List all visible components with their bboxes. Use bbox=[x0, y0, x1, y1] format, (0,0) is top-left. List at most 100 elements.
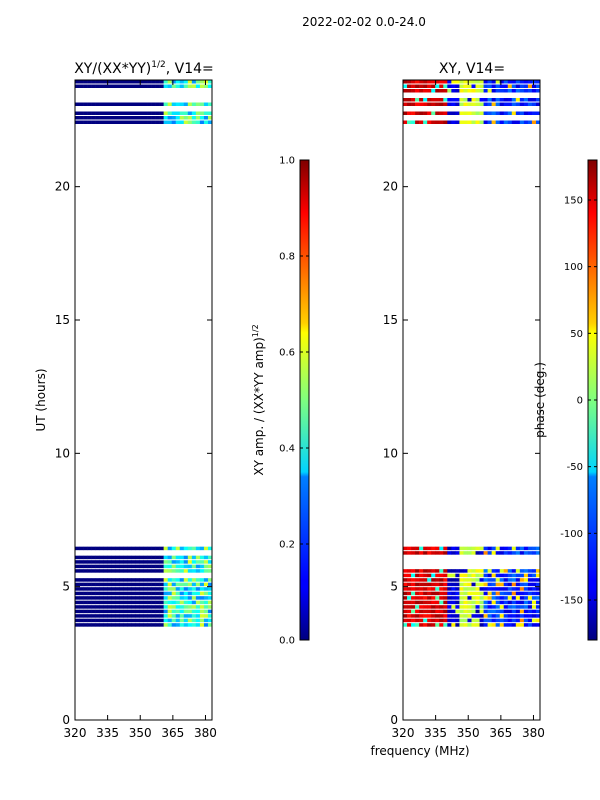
heatmap-cell bbox=[95, 116, 100, 120]
heatmap-cell bbox=[455, 551, 460, 555]
heatmap-cell bbox=[131, 618, 136, 623]
heatmap-cell bbox=[79, 614, 84, 618]
heatmap-cell bbox=[443, 596, 448, 600]
heatmap-cell bbox=[119, 605, 124, 609]
heatmap-cell bbox=[455, 605, 460, 609]
heatmap-cell bbox=[83, 596, 88, 600]
heatmap-cell bbox=[471, 591, 476, 596]
heatmap-cell bbox=[495, 623, 501, 627]
heatmap-cell bbox=[167, 587, 173, 591]
heatmap-cell bbox=[527, 111, 533, 115]
heatmap-cell bbox=[523, 623, 529, 627]
heatmap-cell bbox=[423, 546, 428, 551]
heatmap-cell bbox=[195, 578, 201, 582]
heatmap-cell bbox=[203, 84, 209, 88]
heatmap-cell bbox=[199, 618, 205, 623]
heatmap-cell bbox=[451, 111, 456, 115]
heatmap-cell bbox=[83, 560, 88, 564]
heatmap-cell bbox=[455, 578, 460, 582]
heatmap-cell bbox=[527, 120, 533, 124]
heatmap-cell bbox=[139, 605, 144, 609]
heatmap-cell bbox=[407, 120, 412, 124]
heatmap-cell bbox=[203, 102, 209, 106]
heatmap-cell bbox=[87, 582, 92, 587]
heatmap-cell bbox=[515, 573, 521, 578]
heatmap-cell bbox=[407, 111, 412, 115]
heatmap-cell bbox=[519, 546, 525, 551]
heatmap-cell bbox=[111, 609, 116, 614]
heatmap-cell bbox=[499, 609, 505, 614]
heatmap-cell bbox=[111, 560, 116, 564]
heatmap-cell bbox=[415, 84, 420, 88]
amplitude-colorbar: 0.00.20.40.60.81.0 XY amp. / (XX*YY amp)… bbox=[251, 156, 310, 647]
heatmap-cell bbox=[135, 116, 140, 120]
heatmap-cell bbox=[95, 564, 100, 569]
heatmap-cell bbox=[191, 582, 197, 587]
heatmap-cell bbox=[99, 116, 104, 120]
heatmap-cell bbox=[99, 596, 104, 600]
heatmap-cell bbox=[151, 555, 156, 560]
heatmap-cell bbox=[439, 84, 444, 88]
heatmap-cell bbox=[415, 605, 420, 609]
heatmap-cell bbox=[463, 84, 468, 88]
heatmap-cell bbox=[419, 551, 424, 555]
heatmap-cell bbox=[139, 582, 144, 587]
heatmap-cell bbox=[431, 111, 436, 115]
heatmap-cell bbox=[403, 102, 408, 106]
heatmap-cell bbox=[195, 609, 201, 614]
heatmap-cell bbox=[423, 591, 428, 596]
heatmap-cell bbox=[171, 600, 177, 605]
heatmap-cell bbox=[507, 578, 513, 582]
heatmap-cell bbox=[195, 623, 201, 627]
heatmap-cell bbox=[411, 120, 416, 124]
heatmap-cell bbox=[183, 546, 189, 551]
heatmap-cell bbox=[479, 591, 484, 596]
heatmap-cell bbox=[191, 605, 197, 609]
heatmap-cell bbox=[95, 600, 100, 605]
heatmap-cell bbox=[75, 587, 80, 591]
heatmap-cell bbox=[119, 102, 124, 106]
heatmap-cell bbox=[443, 605, 448, 609]
heatmap-cell bbox=[419, 591, 424, 596]
heatmap-cell bbox=[431, 80, 436, 84]
heatmap-cell bbox=[467, 84, 472, 88]
heatmap-cell bbox=[143, 614, 148, 618]
heatmap-cell bbox=[503, 569, 509, 573]
heatmap-cell bbox=[91, 618, 96, 623]
heatmap-cell bbox=[531, 546, 537, 551]
heatmap-cell bbox=[123, 116, 128, 120]
heatmap-cell bbox=[103, 623, 108, 627]
heatmap-cell bbox=[163, 614, 168, 618]
heatmap-cell bbox=[447, 102, 452, 106]
heatmap-cell bbox=[483, 618, 488, 623]
heatmap-cell bbox=[403, 591, 408, 596]
heatmap-cell bbox=[99, 582, 104, 587]
heatmap-cell bbox=[515, 102, 521, 106]
heatmap-cell bbox=[503, 582, 509, 587]
heatmap-cell bbox=[427, 582, 432, 587]
heatmap-cell bbox=[103, 614, 108, 618]
heatmap-cell bbox=[123, 84, 128, 88]
heatmap-cell bbox=[443, 546, 448, 551]
heatmap-cell bbox=[123, 605, 128, 609]
heatmap-cell bbox=[531, 578, 537, 582]
heatmap-cell bbox=[191, 560, 197, 564]
heatmap-cell bbox=[203, 555, 209, 560]
heatmap-cell bbox=[91, 111, 96, 115]
heatmap-cell bbox=[479, 600, 484, 605]
heatmap-cell bbox=[199, 578, 205, 582]
heatmap-cell bbox=[487, 84, 492, 88]
heatmap-cell bbox=[119, 564, 124, 569]
heatmap-cell bbox=[447, 80, 452, 84]
heatmap-cell bbox=[131, 614, 136, 618]
heatmap-cell bbox=[423, 89, 428, 93]
heatmap-cell bbox=[503, 578, 509, 582]
heatmap-cell bbox=[143, 111, 148, 115]
heatmap-cell bbox=[123, 600, 128, 605]
heatmap-cell bbox=[195, 84, 201, 88]
heatmap-cell bbox=[523, 120, 529, 124]
heatmap-cell bbox=[467, 111, 472, 115]
heatmap-cell bbox=[119, 614, 124, 618]
amplitude-colorbar-label: XY amp. / (XX*YY amp)1/2 bbox=[251, 324, 266, 475]
